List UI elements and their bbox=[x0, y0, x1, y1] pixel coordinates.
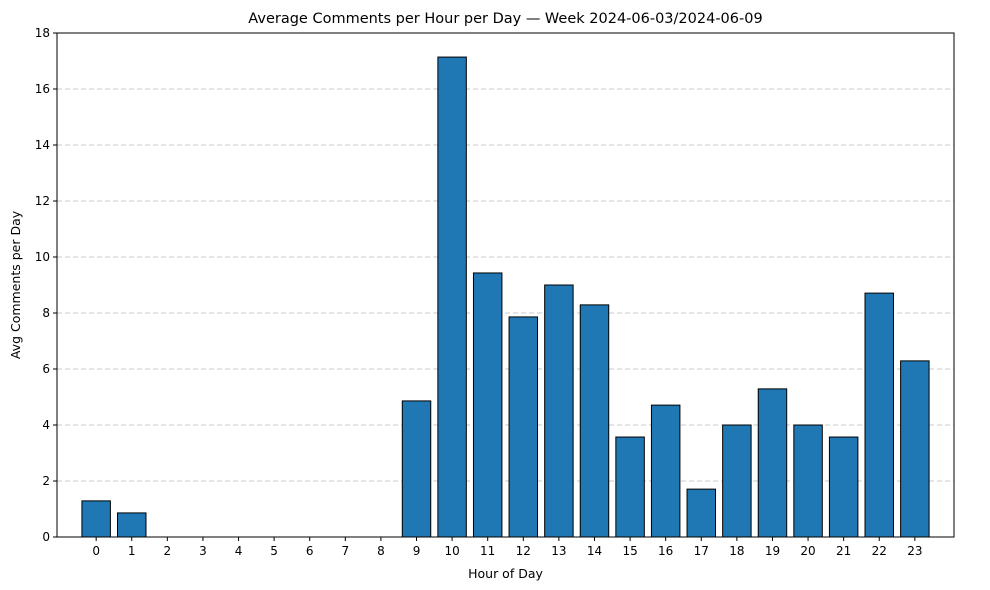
x-tick-label: 8 bbox=[377, 544, 385, 558]
x-tick-label: 23 bbox=[907, 544, 922, 558]
y-tick-label: 0 bbox=[42, 530, 50, 544]
bar-hour-19 bbox=[757, 388, 788, 538]
bar-hour-0 bbox=[81, 500, 111, 538]
bar-hour-1 bbox=[117, 512, 147, 538]
bar-hour-22 bbox=[864, 292, 894, 538]
x-axis-label: Hour of Day bbox=[468, 566, 543, 581]
bar-hour-18 bbox=[722, 424, 752, 538]
x-tick-label: 0 bbox=[92, 544, 100, 558]
bar-hour-16 bbox=[650, 404, 681, 538]
x-tick-label: 1 bbox=[128, 544, 136, 558]
x-tick-label: 19 bbox=[765, 544, 780, 558]
bars bbox=[81, 56, 930, 538]
y-axis-ticks: 0 2 4 6 8 10 12 14 16 18 bbox=[35, 26, 57, 544]
chart-title: Average Comments per Hour per Day — Week… bbox=[248, 11, 762, 27]
x-tick-label: 9 bbox=[413, 544, 421, 558]
x-tick-label: 5 bbox=[270, 544, 278, 558]
bar-hour-9 bbox=[401, 400, 432, 538]
bar-hour-12 bbox=[508, 316, 539, 538]
x-tick-label: 4 bbox=[235, 544, 243, 558]
x-tick-label: 17 bbox=[694, 544, 709, 558]
x-tick-label: 21 bbox=[836, 544, 851, 558]
x-tick-label: 18 bbox=[729, 544, 744, 558]
bar-hour-23 bbox=[900, 360, 930, 538]
y-tick-label: 12 bbox=[35, 194, 50, 208]
y-tick-label: 10 bbox=[35, 250, 50, 264]
x-tick-label: 13 bbox=[551, 544, 566, 558]
x-tick-label: 14 bbox=[587, 544, 602, 558]
y-tick-label: 14 bbox=[35, 138, 50, 152]
x-tick-label: 11 bbox=[480, 544, 495, 558]
bar-hour-10 bbox=[437, 56, 467, 538]
x-tick-label: 2 bbox=[164, 544, 172, 558]
x-tick-label: 6 bbox=[306, 544, 314, 558]
bar-hour-11 bbox=[472, 272, 503, 538]
y-tick-label: 8 bbox=[42, 306, 50, 320]
y-tick-label: 4 bbox=[42, 418, 50, 432]
x-tick-label: 20 bbox=[800, 544, 815, 558]
x-tick-label: 10 bbox=[444, 544, 459, 558]
x-tick-label: 3 bbox=[199, 544, 207, 558]
bar-hour-13 bbox=[544, 284, 574, 538]
y-tick-label: 18 bbox=[35, 26, 50, 40]
gridlines bbox=[57, 88, 954, 482]
y-tick-label: 6 bbox=[42, 362, 50, 376]
bar-hour-20 bbox=[793, 424, 823, 538]
y-tick-label: 16 bbox=[35, 82, 50, 96]
bar-hour-17 bbox=[686, 488, 717, 538]
x-tick-label: 16 bbox=[658, 544, 673, 558]
x-tick-label: 22 bbox=[872, 544, 887, 558]
bar-hour-14 bbox=[579, 304, 610, 538]
x-tick-label: 12 bbox=[516, 544, 531, 558]
y-tick-label: 2 bbox=[42, 474, 50, 488]
x-tick-label: 7 bbox=[342, 544, 350, 558]
plot-frame bbox=[56, 32, 955, 538]
bar-hour-21 bbox=[828, 436, 859, 538]
y-axis-label: Avg Comments per Day bbox=[8, 210, 23, 359]
x-tick-label: 15 bbox=[622, 544, 637, 558]
x-axis-ticks: 0 1 2 3 4 5 6 7 8 9 10 11 12 13 14 15 16 17 18 19 20 21 22 23 bbox=[92, 537, 922, 558]
bar-hour-15 bbox=[615, 436, 645, 538]
